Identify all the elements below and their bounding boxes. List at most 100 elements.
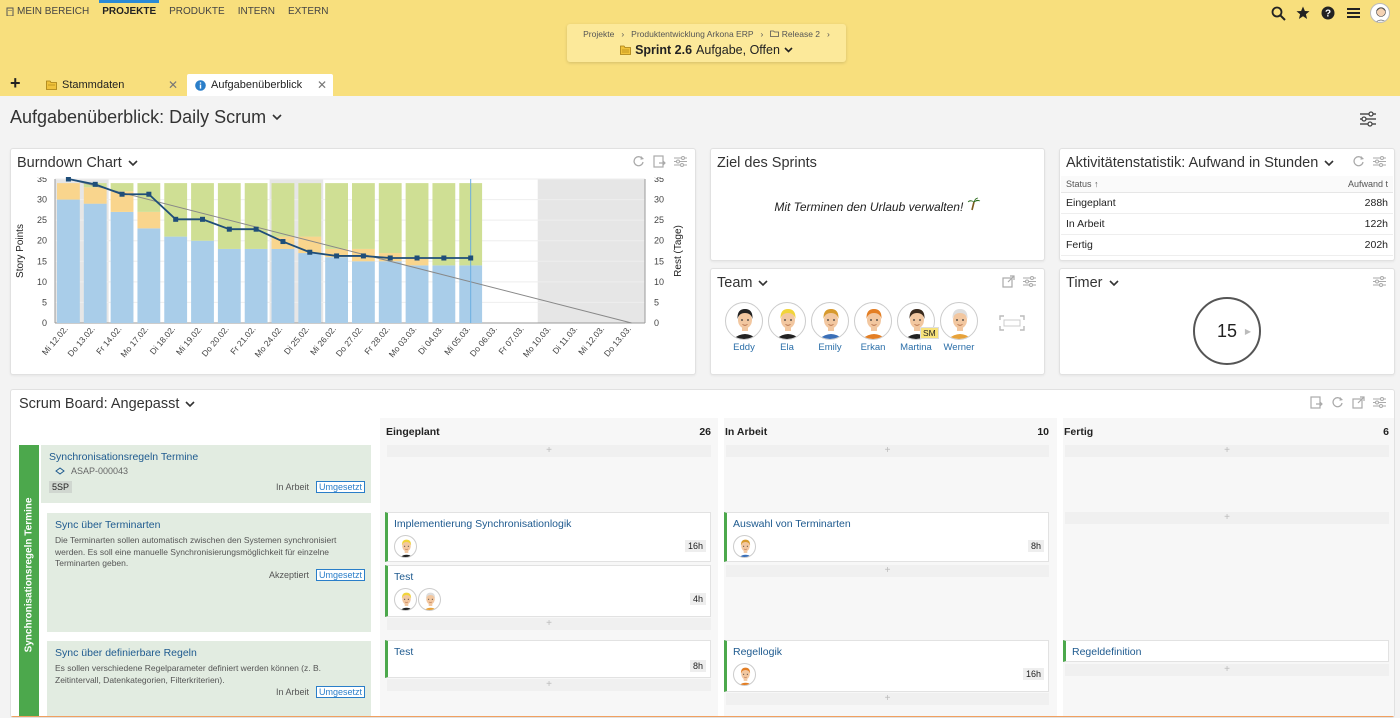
column-in-arbeit: In Arbeit 10 — [725, 426, 1049, 438]
menu-icon[interactable] — [1345, 5, 1361, 21]
task-title[interactable]: Regeldefinition — [1072, 646, 1142, 658]
story-card[interactable]: Sync über definierbare Regeln Es sollen … — [47, 641, 371, 717]
open-external-icon[interactable] — [1352, 396, 1365, 409]
avatar[interactable] — [854, 302, 892, 340]
breadcrumb-produktentwicklung[interactable]: Produktentwicklung Arkona ERP — [631, 29, 754, 39]
bar-segment — [432, 265, 456, 323]
sprint-goal-title: Ziel des Sprints — [717, 155, 817, 171]
avatar[interactable] — [940, 302, 978, 340]
task-card[interactable]: Implementierung Synchronisationlogik 16h — [385, 512, 711, 562]
export-icon[interactable] — [1310, 396, 1323, 409]
export-icon[interactable] — [653, 155, 666, 168]
timer-card: Timer 15 ▶ — [1059, 268, 1395, 375]
task-title[interactable]: Regellogik — [733, 646, 783, 658]
close-icon[interactable]: ✕ — [167, 78, 178, 92]
swimlane-label[interactable]: Synchronisationsregeln Termine — [19, 445, 39, 717]
settings-sliders-icon[interactable] — [674, 155, 687, 168]
help-icon[interactable]: ? — [1320, 5, 1336, 21]
settings-sliders-icon[interactable] — [1023, 275, 1036, 288]
task-card[interactable]: Regeldefinition — [1063, 640, 1389, 662]
team-member[interactable]: Ela — [768, 302, 806, 353]
avatar[interactable] — [394, 588, 417, 611]
refresh-icon[interactable] — [632, 155, 645, 168]
avatar[interactable] — [768, 302, 806, 340]
add-task-button[interactable]: + — [387, 679, 711, 691]
avatar[interactable] — [811, 302, 849, 340]
refresh-icon[interactable] — [1352, 155, 1365, 168]
star-icon[interactable] — [1295, 5, 1311, 21]
scrum-board-title[interactable]: Scrum Board: Angepasst — [19, 396, 195, 412]
y2-axis-label: Rest (Tage) — [673, 225, 684, 277]
task-card[interactable]: Regellogik 16h — [724, 640, 1049, 692]
open-external-icon[interactable] — [1002, 275, 1015, 288]
fullscreen-icon[interactable] — [999, 315, 1025, 331]
task-title[interactable]: Test — [394, 571, 414, 583]
nav-extern[interactable]: EXTERN — [287, 6, 329, 17]
nav-mein-bereich[interactable]: MEIN BEREICH — [6, 6, 89, 17]
add-task-button[interactable]: + — [726, 565, 1049, 577]
chevron-down-icon — [784, 47, 793, 53]
nav-projekte[interactable]: PROJEKTE — [99, 0, 160, 17]
nav-produkte[interactable]: PRODUKTE — [169, 6, 225, 17]
avatar[interactable] — [394, 535, 417, 558]
settings-sliders-icon[interactable] — [1373, 396, 1386, 409]
add-task-button[interactable]: + — [726, 445, 1049, 457]
y-axis-label: Story Points — [15, 224, 26, 278]
add-task-button[interactable]: + — [726, 693, 1049, 705]
task-hours: 4h — [689, 593, 706, 605]
story-action-button[interactable]: Umgesetzt — [315, 569, 365, 581]
avatar[interactable] — [733, 663, 756, 686]
team-member[interactable]: Werner — [940, 302, 978, 353]
page-title[interactable]: Aufgabenüberblick: Daily Scrum — [10, 107, 282, 128]
page-settings-icon[interactable] — [1359, 111, 1377, 132]
breadcrumb-projekte[interactable]: Projekte — [583, 29, 615, 39]
story-action-button[interactable]: Umgesetzt — [315, 686, 365, 698]
story-card[interactable]: Synchronisationsregeln Termine ASAP-0000… — [41, 445, 371, 503]
settings-sliders-icon[interactable] — [1373, 155, 1386, 168]
add-task-button[interactable]: + — [1065, 512, 1389, 524]
close-icon[interactable]: ✕ — [316, 78, 327, 92]
column-header-status[interactable]: Status ↑ — [1061, 176, 1242, 193]
timer-title[interactable]: Timer — [1066, 275, 1119, 291]
breadcrumb-current[interactable]: Sprint 2.6 Aufgabe, Offen — [567, 43, 846, 57]
add-tab-button[interactable]: + — [10, 73, 21, 93]
story-title[interactable]: Synchronisationsregeln Termine — [49, 451, 199, 463]
team-title[interactable]: Team — [717, 275, 769, 291]
avatar[interactable] — [733, 535, 756, 558]
task-card[interactable]: Test 8h — [385, 640, 711, 678]
timer-display[interactable]: 15 ▶ — [1193, 297, 1261, 365]
add-task-button[interactable]: + — [387, 445, 711, 457]
team-member[interactable]: Eddy — [725, 302, 763, 353]
task-title[interactable]: Implementierung Synchronisationlogik — [394, 518, 572, 530]
add-task-button[interactable]: + — [387, 618, 711, 630]
task-card[interactable]: Test 4h — [385, 565, 711, 617]
team-member[interactable]: Erkan — [854, 302, 892, 353]
avatar[interactable] — [725, 302, 763, 340]
story-title[interactable]: Sync über definierbare Regeln — [55, 647, 197, 659]
story-card[interactable]: Sync über Terminarten Die Terminarten so… — [47, 513, 371, 632]
settings-sliders-icon[interactable] — [1373, 275, 1386, 288]
nav-intern[interactable]: INTERN — [237, 6, 275, 17]
y2-tick-label: 20 — [654, 236, 664, 246]
tab-stammdaten[interactable]: Stammdaten ✕ — [38, 74, 184, 96]
bar-segment — [352, 183, 375, 249]
y2-tick-label: 0 — [654, 318, 659, 328]
story-action-button[interactable]: Umgesetzt — [315, 481, 365, 493]
task-title[interactable]: Auswahl von Terminarten — [733, 518, 851, 530]
add-task-button[interactable]: + — [1065, 664, 1389, 676]
tab-aufgabenueberblick[interactable]: Aufgabenüberblick ✕ — [187, 74, 333, 96]
burndown-title[interactable]: Burndown Chart — [17, 155, 138, 171]
add-task-button[interactable]: + — [1065, 445, 1389, 457]
team-member[interactable]: Emily — [811, 302, 849, 353]
avatar[interactable] — [418, 588, 441, 611]
refresh-icon[interactable] — [1331, 396, 1344, 409]
column-header-aufwand[interactable]: Aufwand t — [1241, 176, 1393, 193]
team-member[interactable]: SM Martina — [897, 302, 939, 353]
activity-stats-title[interactable]: Aktivitätenstatistik: Aufwand in Stunden — [1066, 155, 1334, 171]
story-title[interactable]: Sync über Terminarten — [55, 519, 161, 531]
task-title[interactable]: Test — [394, 646, 414, 658]
search-icon[interactable] — [1270, 5, 1286, 21]
user-avatar[interactable] — [1370, 3, 1390, 23]
breadcrumb-release[interactable]: Release 2 — [770, 29, 820, 39]
task-card[interactable]: Auswahl von Terminarten 8h — [724, 512, 1049, 562]
